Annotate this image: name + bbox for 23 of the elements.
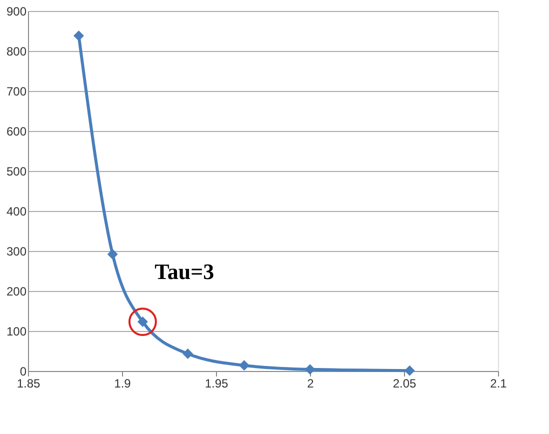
y-tick-label: 800 <box>6 44 27 58</box>
y-tick-label: 700 <box>6 84 27 98</box>
x-tick-label: 1.85 <box>16 376 40 390</box>
point <box>238 360 250 371</box>
point <box>74 30 84 42</box>
y-tick-label: 0 <box>20 364 27 378</box>
point <box>182 348 194 360</box>
x-tick-label: 2 <box>307 376 314 390</box>
y-tick-label: 100 <box>6 324 27 338</box>
point <box>304 364 316 375</box>
point <box>107 248 118 260</box>
x-tick-label: 1.95 <box>204 376 228 390</box>
x-tick-label: 2.1 <box>490 376 508 390</box>
y-tick-label: 500 <box>6 164 27 178</box>
y-tick-label: 300 <box>6 244 27 258</box>
y-tick-label: 200 <box>6 284 27 298</box>
y-tick-label: 600 <box>6 124 27 138</box>
y-tick-label: 900 <box>6 4 27 18</box>
x-tick-label: 1.9 <box>114 376 132 390</box>
annotation: Tau=3 <box>154 258 214 284</box>
x-tick-label: 2.05 <box>392 376 416 390</box>
y-tick-label: 400 <box>6 204 27 218</box>
point <box>404 365 415 376</box>
